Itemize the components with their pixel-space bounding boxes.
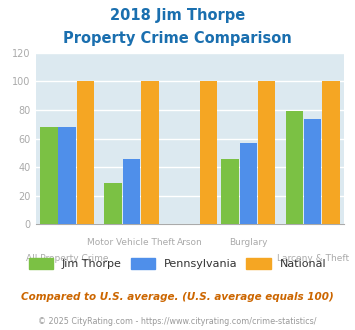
Text: 2018 Jim Thorpe: 2018 Jim Thorpe (110, 8, 245, 23)
Bar (285, 112, 303, 224)
Text: Burglary: Burglary (229, 238, 268, 247)
Bar (104, 183, 122, 224)
Bar (123, 159, 140, 224)
Bar (322, 82, 340, 224)
Text: © 2025 CityRating.com - https://www.cityrating.com/crime-statistics/: © 2025 CityRating.com - https://www.city… (38, 317, 317, 326)
Bar (200, 82, 217, 224)
Bar (258, 82, 275, 224)
Bar (40, 127, 58, 224)
Text: Motor Vehicle Theft: Motor Vehicle Theft (87, 238, 175, 247)
Text: All Property Crime: All Property Crime (26, 253, 109, 263)
Bar (240, 143, 257, 224)
Bar (141, 82, 159, 224)
Bar (77, 82, 94, 224)
Text: Property Crime Comparison: Property Crime Comparison (63, 31, 292, 46)
Text: Arson: Arson (177, 238, 203, 247)
Text: Larceny & Theft: Larceny & Theft (277, 253, 349, 263)
Bar (304, 118, 321, 224)
Bar (59, 127, 76, 224)
Text: Compared to U.S. average. (U.S. average equals 100): Compared to U.S. average. (U.S. average … (21, 292, 334, 302)
Legend: Jim Thorpe, Pennsylvania, National: Jim Thorpe, Pennsylvania, National (28, 258, 327, 269)
Bar (221, 159, 239, 224)
